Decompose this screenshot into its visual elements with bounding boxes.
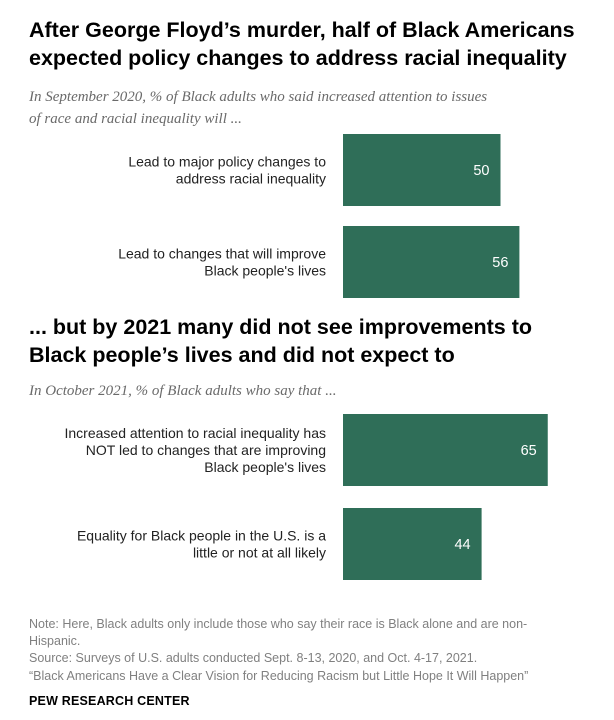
title-1-line: After George Floyd’s murder, half of Bla… xyxy=(29,18,575,42)
bar-chart-october-2021: Increased attention to racial inequality… xyxy=(65,414,548,580)
bar xyxy=(343,226,520,298)
category-label-line: Lead to major policy changes to xyxy=(128,154,326,170)
category-label-line: Equality for Black people in the U.S. is… xyxy=(77,528,326,544)
note-line: Note: Here, Black adults only include th… xyxy=(29,617,528,631)
chart-title-2: ... but by 2021 many did not see improve… xyxy=(29,313,599,369)
category-label: Equality for Black people in the U.S. is… xyxy=(77,528,326,561)
note-line: Source: Surveys of U.S. adults conducted… xyxy=(29,651,478,666)
bar xyxy=(343,414,548,486)
category-label: Increased attention to racial inequality… xyxy=(65,425,327,475)
category-label-line: Lead to changes that will improve xyxy=(118,246,326,262)
note-line: “Black Americans Have a Clear Vision for… xyxy=(29,668,529,683)
bar-group: Equality for Black people in the U.S. is… xyxy=(77,508,482,580)
title-2-line: ... but by 2021 many did not see improve… xyxy=(29,315,532,339)
category-label-line: Black people's lives xyxy=(204,459,326,475)
pew-research-center-logo-text: PEW RESEARCH CENTER xyxy=(29,694,190,708)
category-label-line: little or not at all likely xyxy=(193,545,326,561)
value-label: 44 xyxy=(454,537,470,553)
value-label: 65 xyxy=(521,443,537,459)
category-label-line: address racial inequality xyxy=(176,171,326,187)
bar-group: Increased attention to racial inequality… xyxy=(65,414,548,486)
source-note: Note: Here, Black adults only include th… xyxy=(29,616,599,685)
category-label-line: Increased attention to racial inequality… xyxy=(65,425,327,441)
chart-title-1: After George Floyd’s murder, half of Bla… xyxy=(29,16,599,72)
bar-group: Lead to changes that will improve Black p… xyxy=(118,226,520,298)
chart-subtitle-1: In September 2020, % of Black adults who… xyxy=(29,86,599,130)
bar-group: Lead to major policy changes to address r… xyxy=(128,134,501,206)
category-label-line: NOT led to changes that are improving xyxy=(86,442,326,458)
note-line: Hispanic. xyxy=(29,634,81,649)
subtitle-2-line: In October 2021, % of Black adults who s… xyxy=(29,383,337,399)
title-1-line: expected policy changes to address racia… xyxy=(29,46,567,70)
value-label: 50 xyxy=(473,163,489,179)
bar xyxy=(343,508,482,580)
bar-chart-september-2020: Lead to major policy changes to address r… xyxy=(118,134,520,298)
value-label: 56 xyxy=(492,255,508,271)
category-label: Lead to major policy changes to address r… xyxy=(128,154,326,187)
subtitle-1-line: In September 2020, % of Black adults who… xyxy=(29,89,488,105)
category-label: Lead to changes that will improve Black p… xyxy=(118,246,326,279)
title-2-line: Black people’s lives and did not expect … xyxy=(29,343,455,367)
category-label-line: Black people's lives xyxy=(204,263,326,279)
chart-subtitle-2: In October 2021, % of Black adults who s… xyxy=(29,380,599,402)
subtitle-1-line: of race and racial inequality will ... xyxy=(29,111,242,127)
bar xyxy=(343,134,501,206)
